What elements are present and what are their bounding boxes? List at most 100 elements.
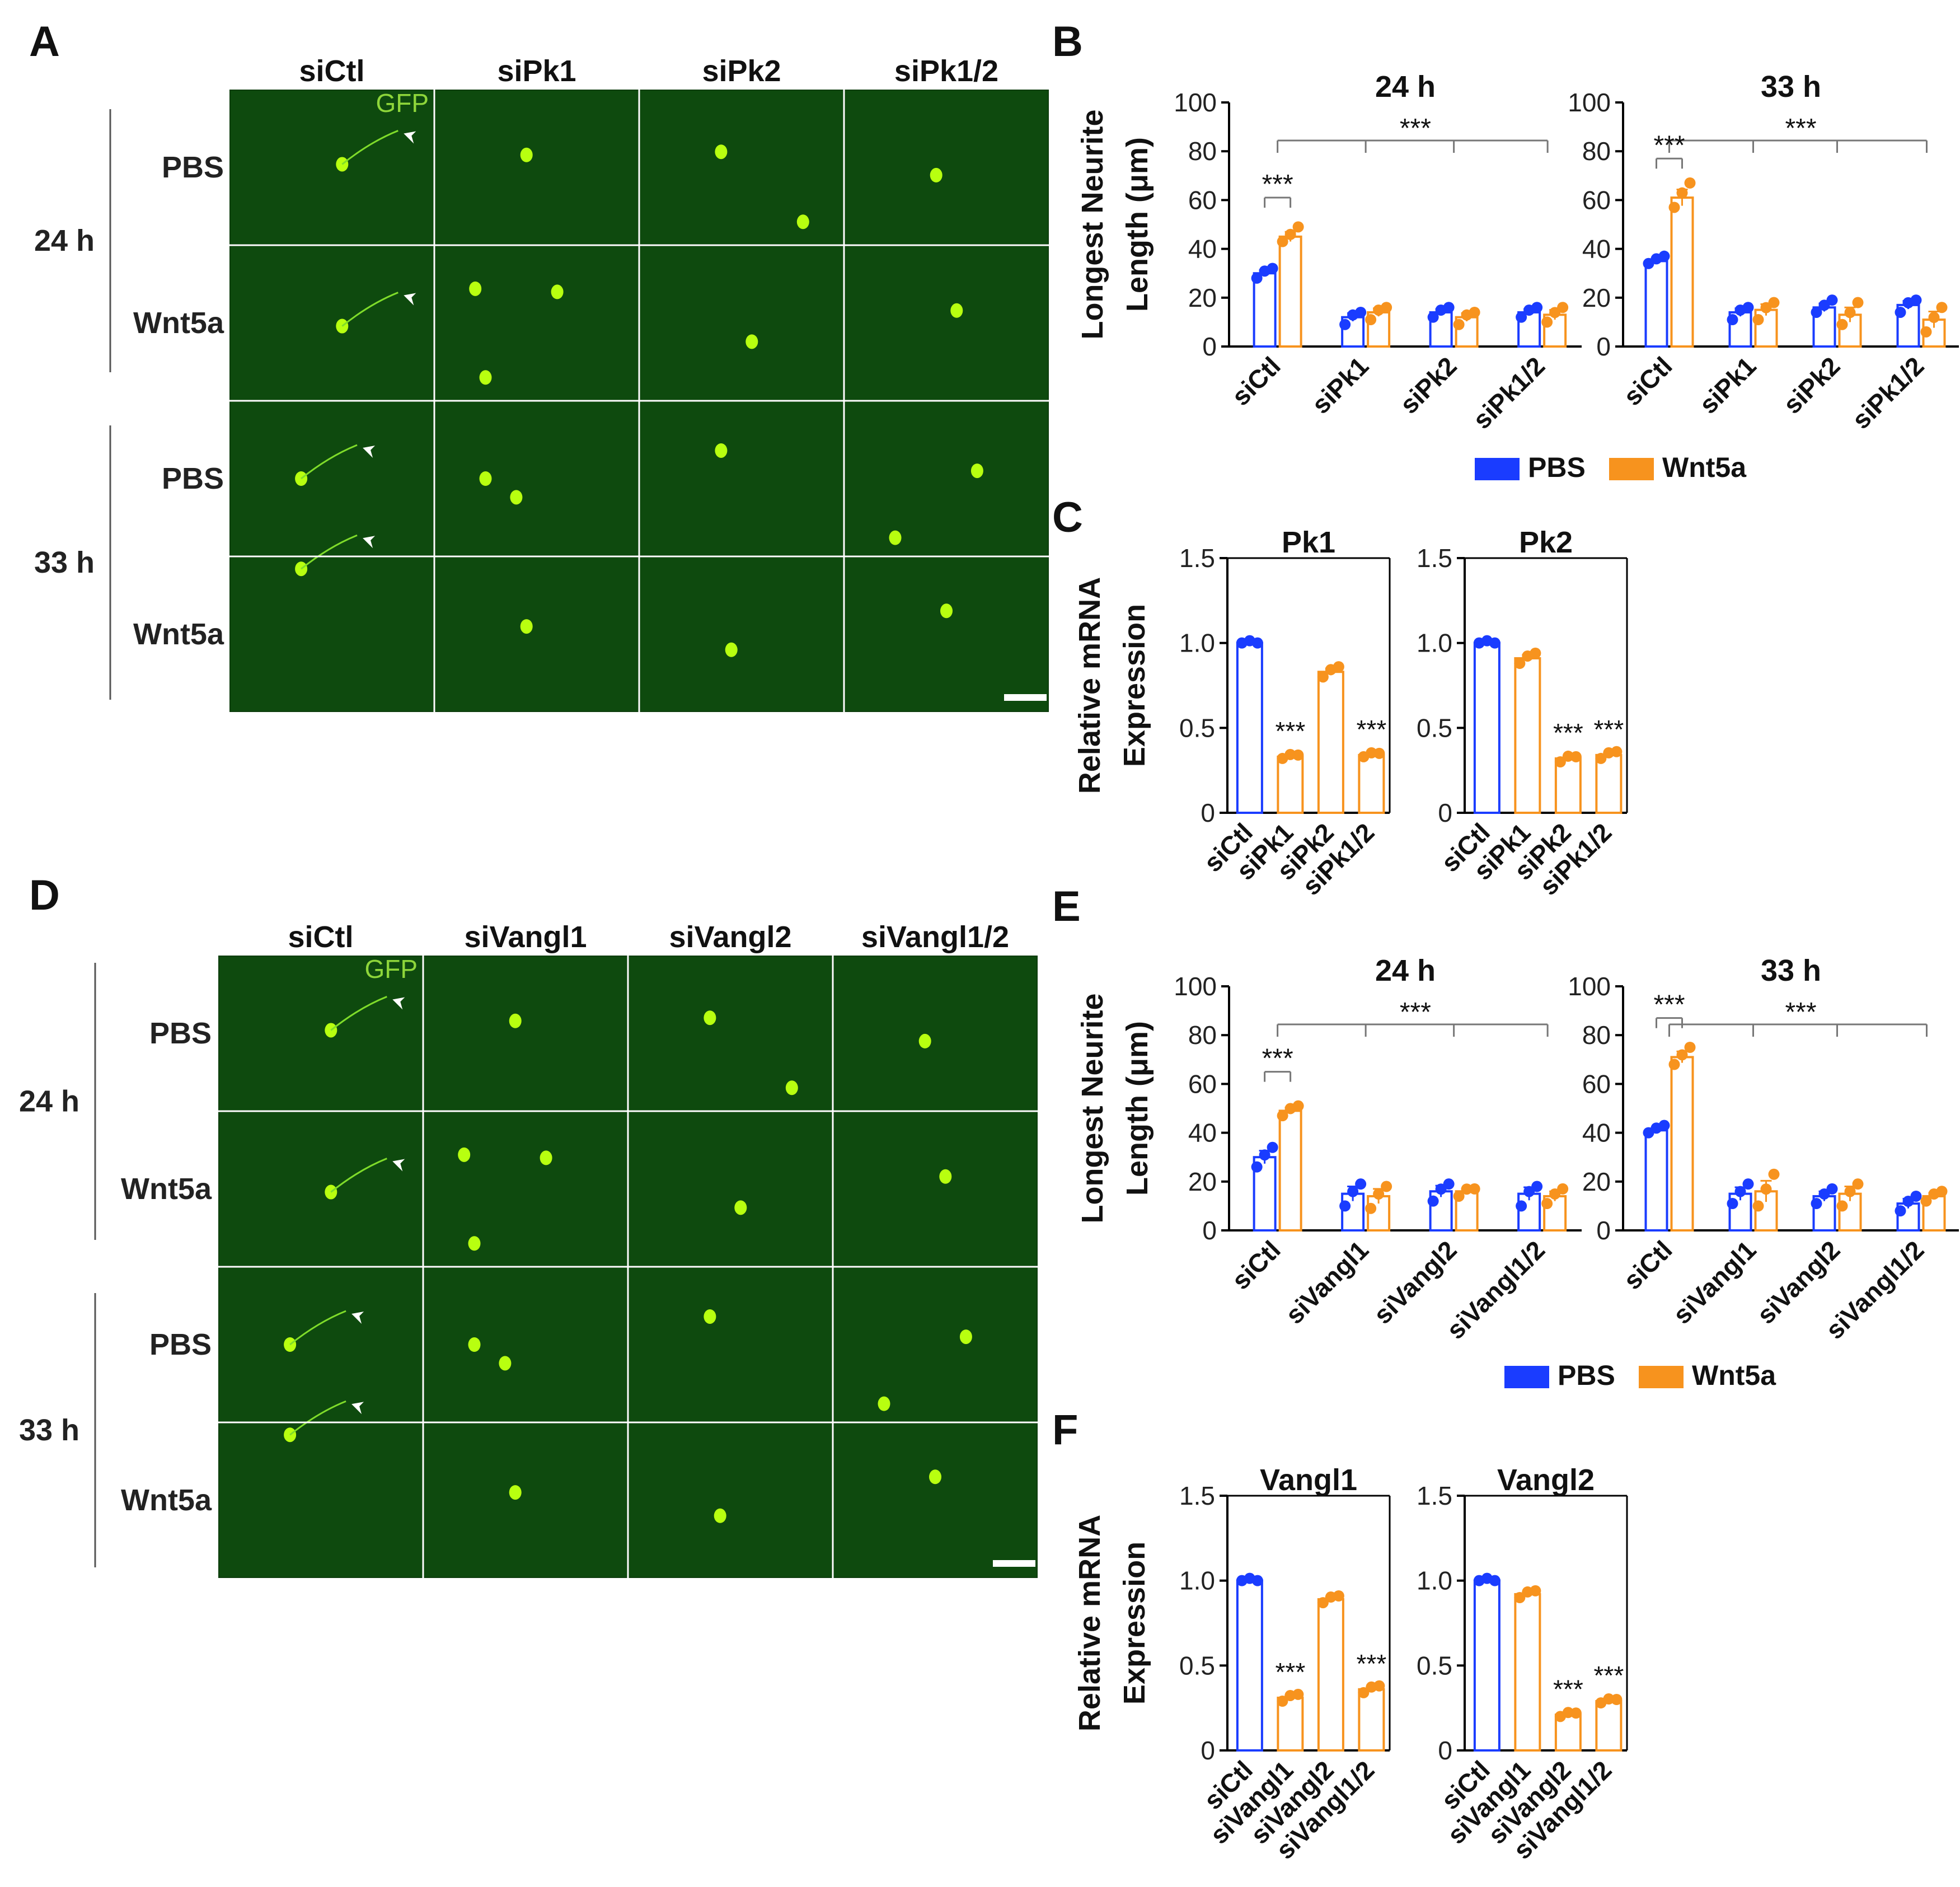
data-point	[1355, 1178, 1367, 1190]
data-point	[1895, 1205, 1906, 1217]
micrograph-tile	[629, 1112, 832, 1266]
data-point	[1251, 1161, 1263, 1173]
panel-letter-b: B	[1052, 18, 1083, 65]
data-point	[1292, 221, 1304, 233]
significance-label: ***	[1262, 1044, 1293, 1074]
y-tick-label: 40	[1582, 235, 1611, 264]
micrograph-tile	[231, 91, 433, 244]
y-tick-label: 0	[1201, 1736, 1215, 1765]
data-point	[1347, 1186, 1359, 1197]
y-tick-label: 80	[1188, 137, 1217, 166]
neurite	[330, 996, 387, 1031]
data-point	[1684, 177, 1696, 189]
data-point	[1658, 250, 1670, 262]
arrowhead-marker-icon	[351, 1312, 364, 1324]
data-point	[1531, 302, 1543, 313]
data-point	[1928, 312, 1940, 324]
y-tick-label: 0	[1202, 1216, 1217, 1245]
y-axis-label: Expression	[1118, 604, 1151, 767]
column-label: siCtl	[288, 920, 353, 954]
significance-label: ***	[1785, 114, 1816, 143]
micrograph-image	[834, 1424, 1037, 1577]
micrograph-image	[640, 558, 843, 711]
y-tick-label: 0.5	[1417, 1651, 1452, 1680]
data-point	[1381, 1181, 1392, 1192]
bar	[1236, 642, 1263, 814]
micrograph-image	[834, 1112, 1037, 1266]
y-tick-label: 60	[1188, 185, 1217, 214]
data-point	[1668, 202, 1680, 213]
significance-label: ***	[1553, 1674, 1583, 1703]
y-tick-label: 1.0	[1179, 629, 1215, 658]
data-point	[1557, 302, 1569, 313]
data-point	[1658, 1120, 1670, 1131]
data-point	[1317, 1597, 1329, 1609]
y-tick-label: 1.0	[1179, 1566, 1215, 1595]
column-label: siPk2	[702, 54, 781, 88]
neuron-soma	[499, 1356, 512, 1371]
neuron-soma	[970, 463, 983, 479]
micrograph-tile	[219, 1424, 422, 1577]
neuron-soma	[714, 1508, 726, 1523]
bar	[1473, 642, 1501, 814]
y-tick-label: 40	[1188, 1118, 1217, 1148]
panel-letter-f: F	[1052, 1406, 1078, 1454]
y-tick-label: 0	[1202, 332, 1217, 361]
data-point	[1251, 637, 1263, 649]
data-point	[1453, 319, 1465, 330]
arrowhead-marker-icon	[392, 1159, 405, 1172]
channel-label: GFP	[376, 88, 429, 118]
data-point	[1333, 1590, 1344, 1602]
data-point	[1936, 1186, 1948, 1197]
micrograph-image	[834, 957, 1037, 1110]
y-tick-label: 1.5	[1417, 1481, 1452, 1510]
micrograph-image	[629, 1424, 832, 1577]
data-point	[1530, 647, 1541, 659]
bar	[1358, 1688, 1385, 1752]
micrograph-tile	[435, 246, 638, 400]
data-point	[1570, 751, 1582, 762]
data-point	[1267, 1141, 1278, 1153]
y-tick-label: 0	[1596, 332, 1611, 361]
chart-F-vangl2: 00.51.01.5 Vangl2siCtlsiVangl1siVangl2siV…	[1417, 1463, 1628, 1865]
y-tick-label: 40	[1582, 1118, 1611, 1148]
significance-label: ***	[1276, 1657, 1306, 1687]
data-point	[1381, 302, 1392, 313]
legend: PBS Wnt5a	[1504, 1360, 1776, 1391]
bar	[1317, 1598, 1344, 1752]
micrograph-image	[424, 1112, 627, 1266]
neuron-soma	[715, 443, 728, 458]
data-point	[1768, 1168, 1780, 1180]
data-point	[1251, 272, 1263, 284]
data-point	[1836, 319, 1848, 330]
data-point	[1668, 1059, 1680, 1070]
micrograph-image	[845, 91, 1048, 244]
data-point	[1752, 314, 1764, 326]
data-point	[1443, 302, 1455, 313]
bar	[1514, 657, 1541, 814]
y-axis-label: Longest Neurite	[1076, 993, 1109, 1223]
micrograph-tile	[640, 558, 843, 711]
arrowhead-marker-icon	[363, 536, 376, 549]
arrowhead-marker-icon	[404, 293, 416, 306]
neurite	[301, 534, 358, 570]
micrograph-image	[629, 1268, 832, 1421]
data-point	[1541, 316, 1553, 328]
data-point	[1259, 1149, 1270, 1161]
neuron-soma	[878, 1396, 890, 1411]
y-tick-label: 20	[1188, 283, 1217, 312]
micrograph-tile	[640, 246, 843, 400]
significance-label: ***	[1653, 990, 1685, 1020]
data-point	[1339, 319, 1351, 330]
data-point	[1844, 307, 1856, 319]
data-point	[1427, 1195, 1439, 1207]
data-point	[1373, 1188, 1385, 1200]
data-point	[1676, 1049, 1688, 1061]
chart-title: 33 h	[1761, 70, 1821, 104]
y-tick-label: 80	[1188, 1020, 1217, 1050]
micrograph-tile	[424, 1112, 627, 1266]
data-point	[1469, 1183, 1480, 1195]
column-label: siVangl2	[669, 920, 791, 954]
neuron-soma	[785, 1080, 798, 1095]
micrograph-image	[834, 1268, 1037, 1421]
